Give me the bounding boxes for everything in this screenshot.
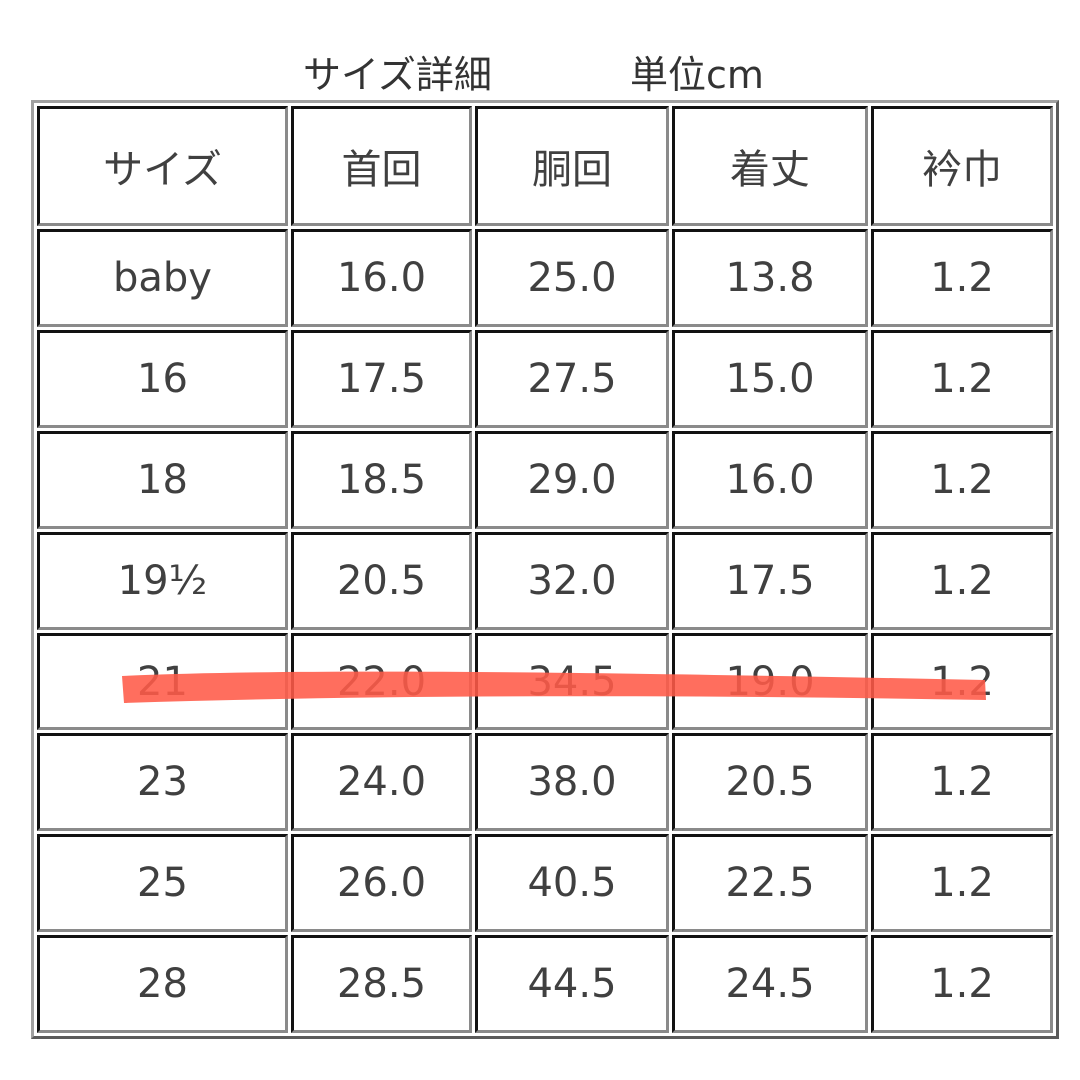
table-row: 25 26.0 40.5 22.5 1.2 (37, 834, 1053, 933)
table-cell: baby (37, 229, 288, 328)
table-cell: 20.5 (291, 531, 472, 630)
header-row: サイズ 首回 胴回 着丈 衿巾 (37, 106, 1053, 227)
table-cell: 1.2 (871, 330, 1053, 429)
table-cell: 17.5 (291, 330, 472, 429)
table-cell: 1.2 (871, 431, 1053, 529)
table-row: 23 24.0 38.0 20.5 1.2 (37, 733, 1053, 832)
table-cell: 24.5 (672, 935, 868, 1033)
table-cell: 22.0 (291, 632, 472, 731)
table-cell: 18.5 (291, 431, 472, 529)
table-cell: 38.0 (475, 733, 669, 832)
table-cell: 1.2 (871, 632, 1053, 731)
table-cell: 22.5 (672, 834, 868, 933)
table-row: 19½ 20.5 32.0 17.5 1.2 (37, 531, 1053, 630)
table-cell: 20.5 (672, 733, 868, 832)
table-row: 28 28.5 44.5 24.5 1.2 (37, 935, 1053, 1033)
table-cell: 28 (37, 935, 288, 1033)
table-cell: 32.0 (475, 531, 669, 630)
header-cell: 衿巾 (871, 106, 1053, 227)
table-cell: 34.5 (475, 632, 669, 731)
table-cell: 25.0 (475, 229, 669, 328)
table-cell: 1.2 (871, 733, 1053, 832)
table-cell: 27.5 (475, 330, 669, 429)
table-cell: 40.5 (475, 834, 669, 933)
header-cell: 胴回 (475, 106, 669, 227)
table-cell: 28.5 (291, 935, 472, 1033)
header-cell: 着丈 (672, 106, 868, 227)
caption-unit: 単位cm (630, 53, 764, 97)
table-cell: 29.0 (475, 431, 669, 529)
table-row: 21 22.0 34.5 19.0 1.2 (37, 632, 1053, 731)
table-cell: 23 (37, 733, 288, 832)
table-cell: 21 (37, 632, 288, 731)
table-row: 18 18.5 29.0 16.0 1.2 (37, 431, 1053, 529)
caption-title: サイズ詳細 (303, 53, 492, 97)
table-cell: 18 (37, 431, 288, 529)
table-cell: 1.2 (871, 834, 1053, 933)
table-cell: 15.0 (672, 330, 868, 429)
table-cell: 26.0 (291, 834, 472, 933)
table-row: baby 16.0 25.0 13.8 1.2 (37, 229, 1053, 328)
table-cell: 16.0 (291, 229, 472, 328)
table-cell: 1.2 (871, 935, 1053, 1033)
table-cell: 16 (37, 330, 288, 429)
table-cell: 24.0 (291, 733, 472, 832)
table-cell: 1.2 (871, 531, 1053, 630)
table-cell: 44.5 (475, 935, 669, 1033)
size-table: サイズ 首回 胴回 着丈 衿巾 baby 16.0 25.0 13.8 1.2 16 17.5 27.5… (31, 100, 1059, 1039)
header-cell: 首回 (291, 106, 472, 227)
table-caption: サイズ詳細 単位cm (0, 44, 1080, 97)
table-cell: 1.2 (871, 229, 1053, 328)
table-row: 16 17.5 27.5 15.0 1.2 (37, 330, 1053, 429)
table-cell: 19½ (37, 531, 288, 630)
table-cell: 13.8 (672, 229, 868, 328)
table-cell: 17.5 (672, 531, 868, 630)
table-cell: 19.0 (672, 632, 868, 731)
table-cell: 16.0 (672, 431, 868, 529)
header-cell: サイズ (37, 106, 288, 227)
table-cell: 25 (37, 834, 288, 933)
